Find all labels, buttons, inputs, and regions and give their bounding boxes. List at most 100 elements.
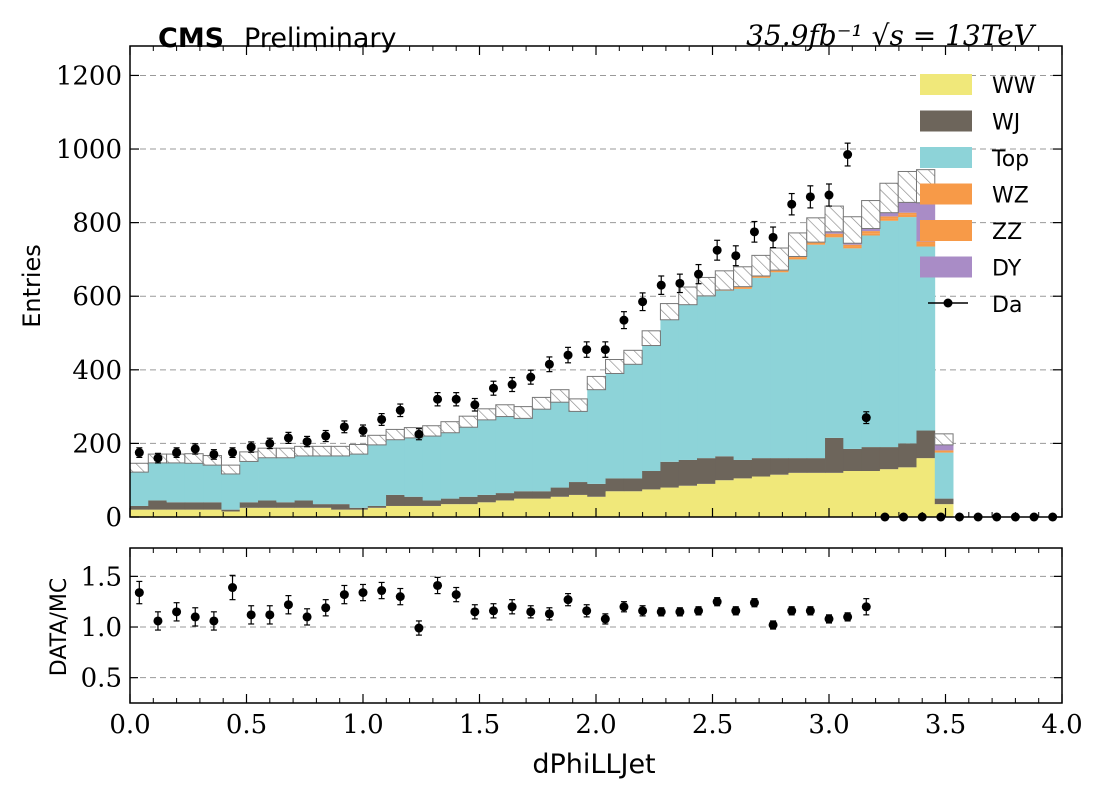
legend-label-dy: DY [992, 257, 1022, 282]
data-point [228, 448, 238, 458]
bar-ww [477, 502, 497, 517]
bar-top [697, 296, 716, 459]
ratio-point [246, 610, 256, 620]
bar-wj [751, 458, 771, 477]
data-point [358, 426, 368, 436]
data-point [638, 297, 648, 307]
bar-wj [733, 459, 753, 479]
x-tick-label: 2.0 [575, 710, 616, 740]
bar-zz [934, 450, 954, 452]
bar-wj [642, 471, 661, 490]
data-point [507, 380, 517, 390]
data-point [768, 232, 778, 242]
data-point [731, 251, 741, 261]
data-point [526, 372, 536, 382]
mc-uncertainty-band [348, 444, 369, 455]
bar-wj [898, 443, 917, 468]
data-point [619, 315, 629, 325]
data-point [265, 438, 275, 448]
legend: WW WJ Top WZ ZZ DY Da [920, 74, 1036, 318]
mc-uncertainty-band [330, 445, 350, 457]
bar-top [825, 237, 844, 438]
bar-wj [934, 498, 954, 505]
mc-uncertainty-band [550, 389, 570, 403]
bar-top [422, 434, 442, 501]
ratio-axes: 0.5 1.0 1.5 0.0 0.5 1.0 1.5 2.0 2.5 3.0 3.5 4.0 [81, 547, 1083, 740]
bar-ww [550, 496, 570, 517]
mc-uncertainty-band [220, 464, 241, 475]
bar-wj [221, 509, 241, 512]
mc-uncertainty-band [897, 170, 917, 203]
bar-wz [733, 287, 753, 289]
bar-ww [184, 509, 204, 517]
bar-wj [697, 458, 716, 484]
main-y-tick-label: 800 [72, 209, 122, 239]
ratio-point [488, 606, 498, 616]
legend-swatch-ww [920, 74, 972, 95]
bar-top [386, 437, 405, 495]
bar-wz [898, 214, 917, 218]
bar-top [550, 399, 570, 488]
bar-top [514, 415, 533, 492]
mc-uncertainty-band [477, 408, 497, 421]
bar-wj [879, 447, 899, 470]
bar-ww [312, 507, 332, 517]
bar-top [660, 318, 680, 462]
bar-wj [331, 504, 350, 510]
bar-wj [258, 500, 277, 508]
bar-top [916, 246, 936, 431]
ratio-point [339, 590, 349, 600]
bar-top [861, 235, 881, 448]
mc-uncertainty-band [824, 205, 844, 233]
bar-top [532, 406, 552, 492]
bar-top [495, 413, 515, 494]
bar-top [879, 220, 899, 448]
mc-uncertainty-band [714, 270, 735, 291]
main-axes: 0 200 400 600 800 1000 1200 [56, 45, 1063, 533]
bar-wj [130, 505, 149, 510]
data-point [246, 442, 256, 452]
bar-wj [349, 507, 369, 510]
data-point [861, 413, 871, 423]
bar-ww [221, 511, 241, 517]
data-point [712, 245, 722, 255]
data-point [339, 422, 349, 432]
bar-ww [367, 507, 387, 517]
bar-top [751, 277, 771, 459]
bar-ww [239, 507, 259, 517]
bar-top [587, 386, 606, 484]
bar-ww [349, 509, 369, 517]
ratio-point [228, 583, 238, 593]
data-point [787, 199, 797, 209]
ratio-point [712, 597, 722, 607]
ratio-point [582, 606, 592, 616]
data-point [321, 431, 331, 441]
bar-ww [276, 507, 296, 517]
ratio-points [134, 574, 871, 636]
mc-uncertainty-band [934, 433, 954, 446]
ratio-y-axis-label: DATA/MC [47, 578, 72, 676]
bar-ww [532, 498, 552, 517]
bar-top [130, 471, 149, 506]
mc-uncertainty-band [641, 330, 661, 347]
bar-ww [587, 496, 606, 517]
bar-ww [770, 474, 789, 517]
data-point [470, 400, 480, 410]
ratio-y-tick-label: 1.0 [81, 613, 122, 643]
bar-wj [477, 494, 497, 503]
ratio-point [656, 607, 666, 617]
bar-wj [788, 458, 808, 473]
data-point [395, 405, 405, 415]
data-points [134, 142, 1058, 522]
bar-top [349, 452, 369, 508]
data-point [600, 345, 610, 355]
legend-swatch-zz [920, 220, 972, 241]
ratio-point [526, 607, 536, 617]
ratio-y-tick-label: 1.5 [81, 562, 122, 592]
bar-wj [715, 456, 734, 481]
data-point [824, 190, 834, 200]
mc-uncertainty-band [422, 425, 442, 437]
ratio-point [321, 603, 331, 613]
mc-uncertainty-band [751, 254, 771, 277]
bar-wj [404, 496, 424, 506]
